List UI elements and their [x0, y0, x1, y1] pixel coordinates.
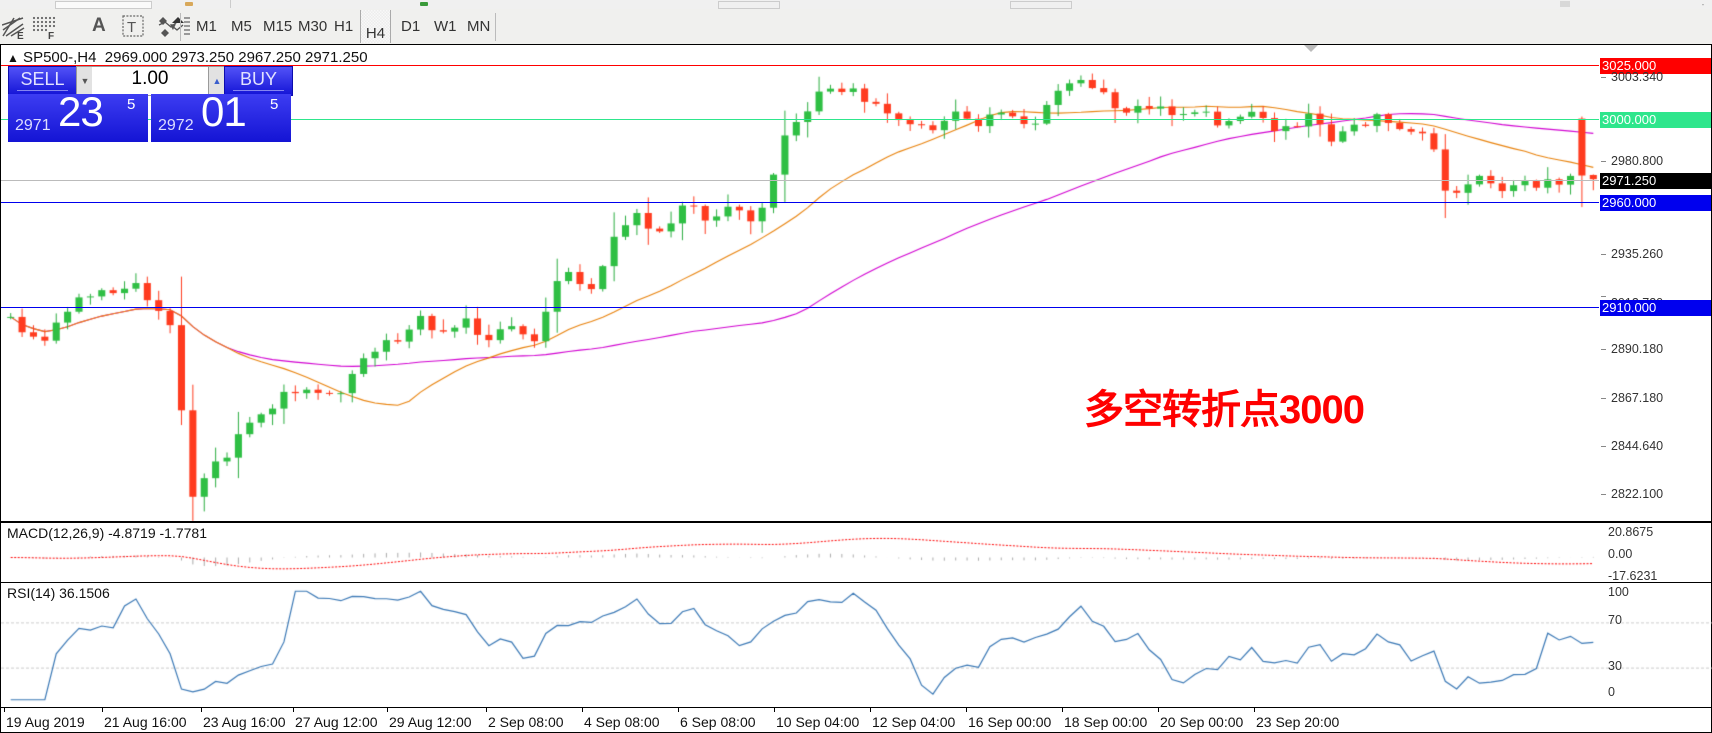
svg-text:F: F	[48, 31, 54, 40]
svg-text:E: E	[17, 31, 24, 40]
svg-text:T: T	[127, 19, 136, 36]
